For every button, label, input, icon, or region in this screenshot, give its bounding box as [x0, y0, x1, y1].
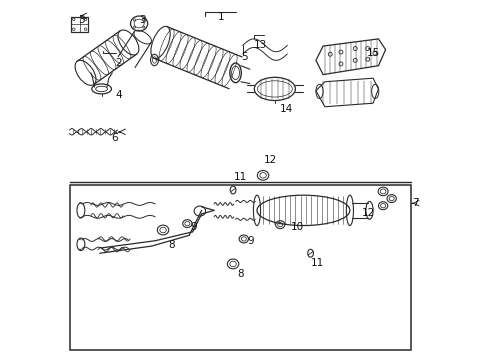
Text: 15: 15	[366, 48, 380, 58]
Text: 9: 9	[247, 237, 254, 247]
Bar	[71, 17, 88, 32]
Text: 4: 4	[115, 90, 122, 100]
Text: 13: 13	[253, 40, 266, 50]
Text: 5: 5	[241, 52, 247, 62]
Text: 12: 12	[263, 156, 276, 165]
Text: 11: 11	[310, 258, 324, 268]
Text: 3: 3	[139, 15, 146, 25]
Text: 3: 3	[79, 15, 85, 25]
Text: 8: 8	[167, 240, 174, 250]
Text: 10: 10	[290, 222, 304, 232]
Text: 2: 2	[115, 58, 122, 68]
Text: 8: 8	[236, 269, 243, 279]
Text: 11: 11	[233, 172, 246, 182]
Bar	[70, 185, 410, 350]
Text: 7: 7	[411, 198, 418, 208]
Text: 14: 14	[280, 104, 293, 114]
Text: 6: 6	[111, 133, 117, 143]
Text: 12: 12	[362, 208, 375, 218]
Text: 1: 1	[218, 13, 224, 22]
Text: 9: 9	[190, 222, 197, 232]
